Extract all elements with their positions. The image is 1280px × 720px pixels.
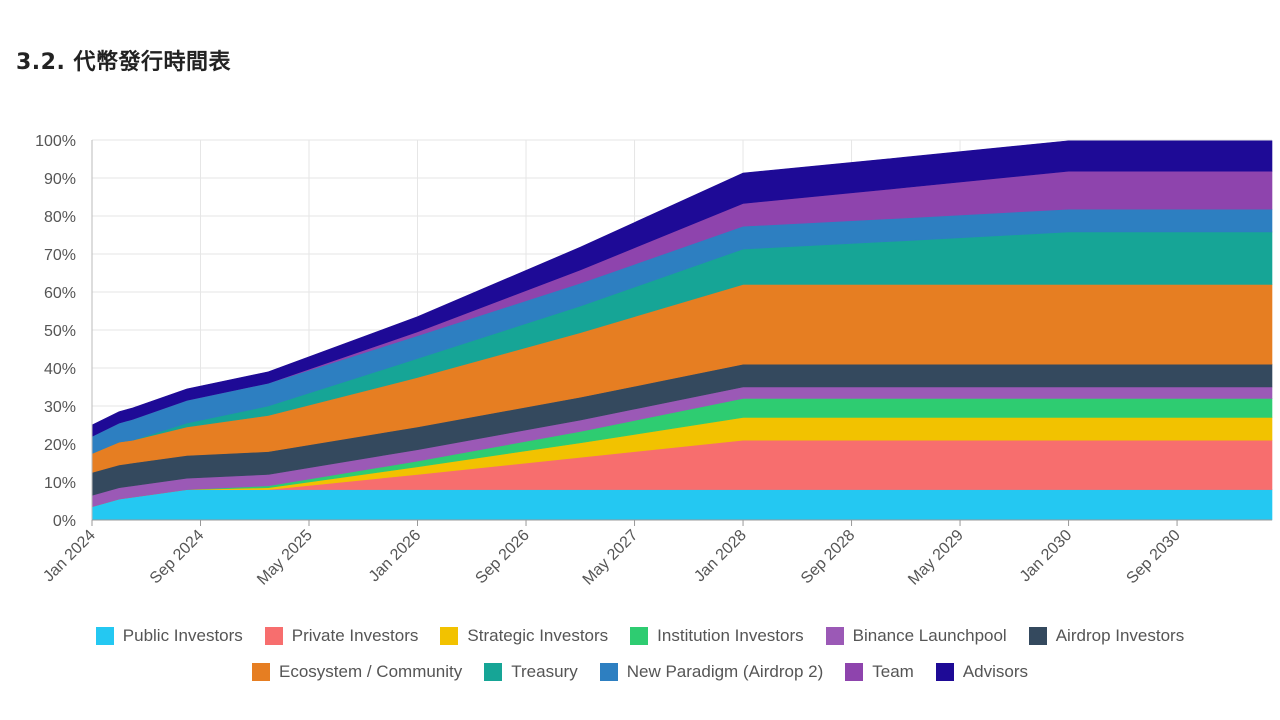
legend-swatch — [440, 627, 459, 645]
x-tick-label: May 2029 — [905, 527, 967, 589]
chart-areas — [91, 140, 1273, 521]
legend-swatch — [599, 663, 618, 681]
page-title: 3.2. 代幣發行時間表 — [16, 50, 231, 75]
legend-item-ecosystem-community[interactable]: Ecosystem / Community — [252, 662, 462, 682]
legend-item-treasury[interactable]: Treasury — [484, 662, 578, 682]
x-tick-label: Jan 2028 — [691, 527, 750, 586]
legend-swatch — [264, 627, 283, 645]
legend-label: Treasury — [511, 662, 578, 681]
y-tick-label: 100% — [35, 133, 76, 150]
token-release-chart: 0% 10% 20% 30% 40% 50% 60% 70% 80% 90% 100% Jan 20… — [35, 133, 1273, 589]
y-tick-label: 30% — [44, 399, 76, 416]
x-tick-label: May 2027 — [580, 527, 642, 589]
x-tick-label: Sep 2028 — [798, 527, 859, 588]
legend-label: Advisors — [962, 662, 1028, 681]
area-advisors — [91, 140, 1273, 437]
legend-row: Public Investors Private Investors Strateg… — [0, 622, 1280, 650]
legend-swatch — [845, 663, 864, 681]
legend-swatch — [825, 627, 844, 645]
y-tick-label: 20% — [44, 437, 76, 454]
legend-label: Airdrop Investors — [1055, 626, 1185, 645]
legend-swatch — [1028, 627, 1047, 645]
legend-swatch — [95, 627, 114, 645]
legend-swatch — [935, 663, 954, 681]
legend-item-private-investors[interactable]: Private Investors — [264, 626, 419, 646]
legend-swatch — [252, 663, 270, 681]
y-tick-label: 70% — [44, 247, 76, 264]
x-tick-label: Sep 2026 — [472, 527, 533, 588]
legend-item-institution-investors[interactable]: Institution Investors — [630, 626, 804, 646]
x-tick-label: Sep 2024 — [147, 527, 208, 588]
x-tick-label: Jan 2030 — [1017, 527, 1076, 586]
legend-item-public-investors[interactable]: Public Investors — [95, 626, 243, 646]
legend-item-advisors[interactable]: Advisors — [935, 662, 1028, 682]
legend-item-binance-launchpool[interactable]: Binance Launchpool — [825, 626, 1007, 646]
legend-item-new-paradigm-airdrop-2[interactable]: New Paradigm (Airdrop 2) — [599, 662, 824, 682]
x-tick-label: Jan 2026 — [366, 527, 425, 586]
legend-label: Public Investors — [122, 626, 243, 645]
legend-label: Binance Launchpool — [852, 626, 1007, 645]
legend-item-strategic-investors[interactable]: Strategic Investors — [440, 626, 608, 646]
legend-label: Institution Investors — [657, 626, 804, 645]
y-tick-label: 40% — [44, 361, 76, 378]
legend-row: Ecosystem / Community Treasury New Paradig… — [0, 658, 1280, 686]
chart-axes — [91, 140, 1272, 526]
y-tick-label: 0% — [53, 513, 76, 530]
y-tick-label: 60% — [44, 285, 76, 302]
legend-item-airdrop-investors[interactable]: Airdrop Investors — [1028, 626, 1185, 646]
x-tick-label: Jan 2024 — [40, 527, 99, 586]
y-axis-ticks: 0% 10% 20% 30% 40% 50% 60% 70% 80% 90% 100% — [35, 133, 76, 530]
legend-label: Private Investors — [291, 626, 419, 645]
y-tick-label: 50% — [44, 323, 76, 340]
area-public-investors — [91, 489, 1273, 521]
legend-swatch — [630, 627, 649, 645]
x-axis-ticks: Jan 2024 Sep 2024 May 2025 Jan 2026 Sep 2026… — [40, 527, 1184, 589]
legend-label: Ecosystem / Community — [279, 662, 463, 681]
legend-label: Team — [872, 662, 914, 681]
x-tick-label: May 2025 — [254, 527, 316, 589]
y-tick-label: 80% — [44, 209, 76, 226]
chart-legend: Public Investors Private Investors Strateg… — [0, 622, 1280, 694]
y-tick-label: 90% — [44, 171, 76, 188]
legend-label: New Paradigm (Airdrop 2) — [626, 662, 824, 681]
legend-item-team[interactable]: Team — [845, 662, 914, 682]
x-tick-label: Sep 2030 — [1123, 527, 1184, 588]
y-tick-label: 10% — [44, 475, 76, 492]
legend-swatch — [484, 663, 503, 681]
legend-label: Strategic Investors — [467, 626, 609, 645]
